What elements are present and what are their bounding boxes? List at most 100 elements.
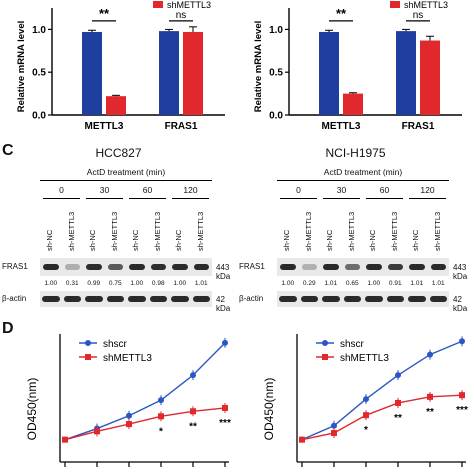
series-line — [301, 394, 463, 441]
series-point — [126, 412, 132, 419]
quant-value: 0.99 — [87, 280, 101, 287]
fras1-band — [344, 264, 360, 270]
series-line — [64, 342, 226, 441]
y-axis-label: OD450(nm) — [25, 378, 39, 441]
quant-value: 1.01 — [431, 280, 445, 287]
series-point — [395, 372, 401, 379]
lane-label: sh-NC — [88, 229, 97, 251]
kda-fras1: 443 kDa — [216, 263, 231, 281]
lane-label: sh-METTL3 — [195, 211, 205, 251]
time-line — [43, 198, 80, 199]
kda-fras1: 443 kDa — [453, 263, 468, 281]
quant-value: 0.31 — [65, 280, 79, 287]
actin-band — [322, 296, 340, 302]
quant-value: 1.01 — [410, 280, 424, 287]
time-label: 0 — [59, 185, 64, 195]
western-blot-hcc827: HCC827 ActD treatment (min) 0 30 60 120 sh-NC s… — [0, 140, 237, 313]
fras1-band — [301, 264, 317, 270]
blot-title: NCI-H1975 — [325, 146, 386, 160]
panel-letter-c: C — [2, 142, 14, 159]
fras1-band — [86, 264, 102, 270]
y-tick-label: 1.0 — [32, 25, 46, 36]
x-tick-label: METTL3 — [322, 121, 361, 132]
treatment-label: ActD treatment (min) — [323, 167, 403, 177]
x-tick-label: FRAS1 — [402, 121, 435, 132]
time-label: 60 — [379, 185, 390, 195]
quant-value: 1.00 — [281, 280, 295, 287]
lane-label: sh-METTL3 — [346, 211, 356, 251]
lane-label: sh-NC — [325, 229, 334, 251]
row-label-fras1: FRAS1 — [2, 262, 28, 271]
quant-value: 1.00 — [44, 280, 58, 287]
y-axis-label: Relative mRNA level — [253, 21, 264, 113]
series-line — [64, 407, 226, 441]
legend-label-shscr: shscr — [340, 339, 365, 350]
panel-letter-d: D — [2, 320, 14, 337]
series-point — [459, 338, 465, 345]
series-point — [222, 339, 228, 346]
quant-value: 0.91 — [388, 280, 402, 287]
kda-actin: 42 kDa — [216, 295, 231, 313]
fras1-band — [64, 264, 80, 270]
legend-swatch-shmettl3 — [153, 1, 163, 8]
lane-label: sh-NC — [45, 229, 54, 251]
sig-label: *** — [219, 418, 231, 429]
fras1-band-strip — [277, 258, 449, 276]
fras1-band — [323, 264, 339, 270]
time-line — [86, 198, 123, 199]
legend-label-shmettl3: shMETTL3 — [103, 353, 152, 364]
lane-label: sh-METTL3 — [152, 211, 162, 251]
time-label: 120 — [420, 185, 435, 195]
bar — [319, 31, 339, 115]
actin-band — [149, 296, 167, 302]
fras1-band — [150, 264, 166, 270]
sig-label: * — [364, 425, 368, 436]
fras1-band-strip — [40, 258, 212, 276]
series-point — [427, 393, 433, 400]
legend-label-shmettl3: shMETTL3 — [340, 353, 389, 364]
quant-value: 1.01 — [194, 280, 208, 287]
series-point — [62, 436, 68, 443]
time-line — [323, 198, 360, 199]
time-label: 30 — [99, 185, 110, 195]
actin-band — [365, 296, 383, 302]
row-label-fras1: FRAS1 — [239, 262, 265, 271]
time-label: 30 — [336, 185, 347, 195]
actin-band — [192, 296, 210, 302]
time-label: 120 — [183, 185, 198, 195]
series-point — [190, 408, 196, 415]
lane-label: sh-METTL3 — [66, 211, 76, 251]
series-point — [331, 422, 337, 429]
series-point — [158, 397, 164, 404]
lane-label: sh-NC — [411, 229, 420, 251]
lane-label: sh-METTL3 — [432, 211, 442, 251]
y-axis-label: OD450(nm) — [262, 378, 276, 441]
series-point — [222, 404, 228, 411]
sig-label: * — [159, 426, 163, 437]
ns-label: ns — [176, 10, 187, 21]
bar — [82, 31, 102, 115]
fras1-band — [366, 264, 382, 270]
actin-band — [386, 296, 404, 302]
quant-value: 1.00 — [130, 280, 144, 287]
legend-marker-shmettl3 — [322, 354, 328, 360]
legend-marker-shscr — [85, 340, 91, 346]
y-tick-label: 1.0 — [269, 25, 283, 36]
lane-label: sh-NC — [174, 229, 183, 251]
series-point — [427, 351, 433, 358]
legend-label-shmettl3: shMETTL3 — [404, 0, 448, 10]
actin-band — [128, 296, 146, 302]
blot-title: HCC827 — [95, 146, 142, 160]
quant-value: 0.98 — [151, 280, 165, 287]
quant-value: 1.00 — [173, 280, 187, 287]
western-blot-nci-h1975: NCI-H1975 ActD treatment (min) 0 30 60 120 sh-… — [237, 140, 474, 313]
lane-label: sh-NC — [131, 229, 140, 251]
actin-band — [42, 296, 60, 302]
series-point — [395, 399, 401, 406]
actin-band — [63, 296, 81, 302]
time-label: 0 — [296, 185, 301, 195]
x-tick-label: METTL3 — [85, 121, 124, 132]
bar-chart-right: 0.0 0.5 1.0 Relative mRNA level METTL3 FRAS1 *… — [253, 0, 462, 132]
series-point — [459, 392, 465, 399]
y-tick-label: 0.0 — [269, 111, 283, 122]
